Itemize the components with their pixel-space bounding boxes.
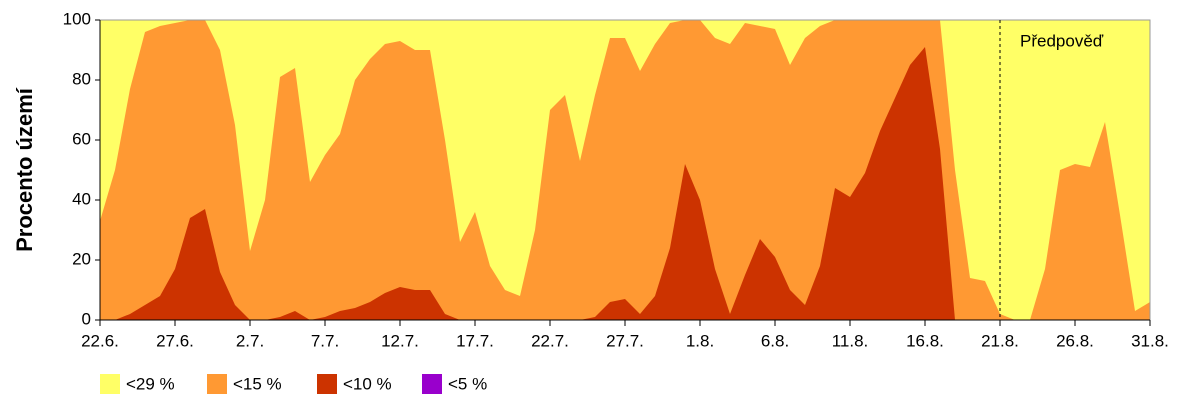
x-tick-label: 12.7. [381,331,419,350]
x-tick-label: 17.7. [456,331,494,350]
legend-label: <10 % [343,374,392,393]
legend-label: <5 % [448,374,487,393]
x-tick-label: 2.7. [236,331,264,350]
y-tick-label: 80 [72,69,91,88]
y-tick-label: 20 [72,249,91,268]
annotation: Předpověď [1020,31,1104,50]
x-tick-label: 7.7. [311,331,339,350]
legend-swatch [100,374,120,394]
y-tick-label: 40 [72,189,91,208]
x-tick-label: 31.8. [1131,331,1169,350]
legend-swatch [207,374,227,394]
legend-label: <15 % [233,374,282,393]
y-axis-label: Procento území [12,87,37,252]
area [100,47,1150,320]
y-tick-label: 100 [63,9,91,28]
x-tick-label: 1.8. [686,331,714,350]
x-tick-label: 6.8. [761,331,789,350]
x-tick-label: 16.8. [906,331,944,350]
x-tick-label: 27.6. [156,331,194,350]
legend-swatch [422,374,442,394]
y-tick-label: 60 [72,129,91,148]
x-tick-label: 11.8. [832,331,869,350]
legend-label: <29 % [126,374,175,393]
y-tick-label: 0 [82,309,91,328]
x-tick-label: 27.7. [606,331,644,350]
x-tick-label: 26.8. [1056,331,1094,350]
x-tick-label: 22.7. [531,331,569,350]
x-tick-label: 22.6. [81,331,119,350]
x-tick-label: 21.8. [981,331,1019,350]
legend-swatch [317,374,337,394]
